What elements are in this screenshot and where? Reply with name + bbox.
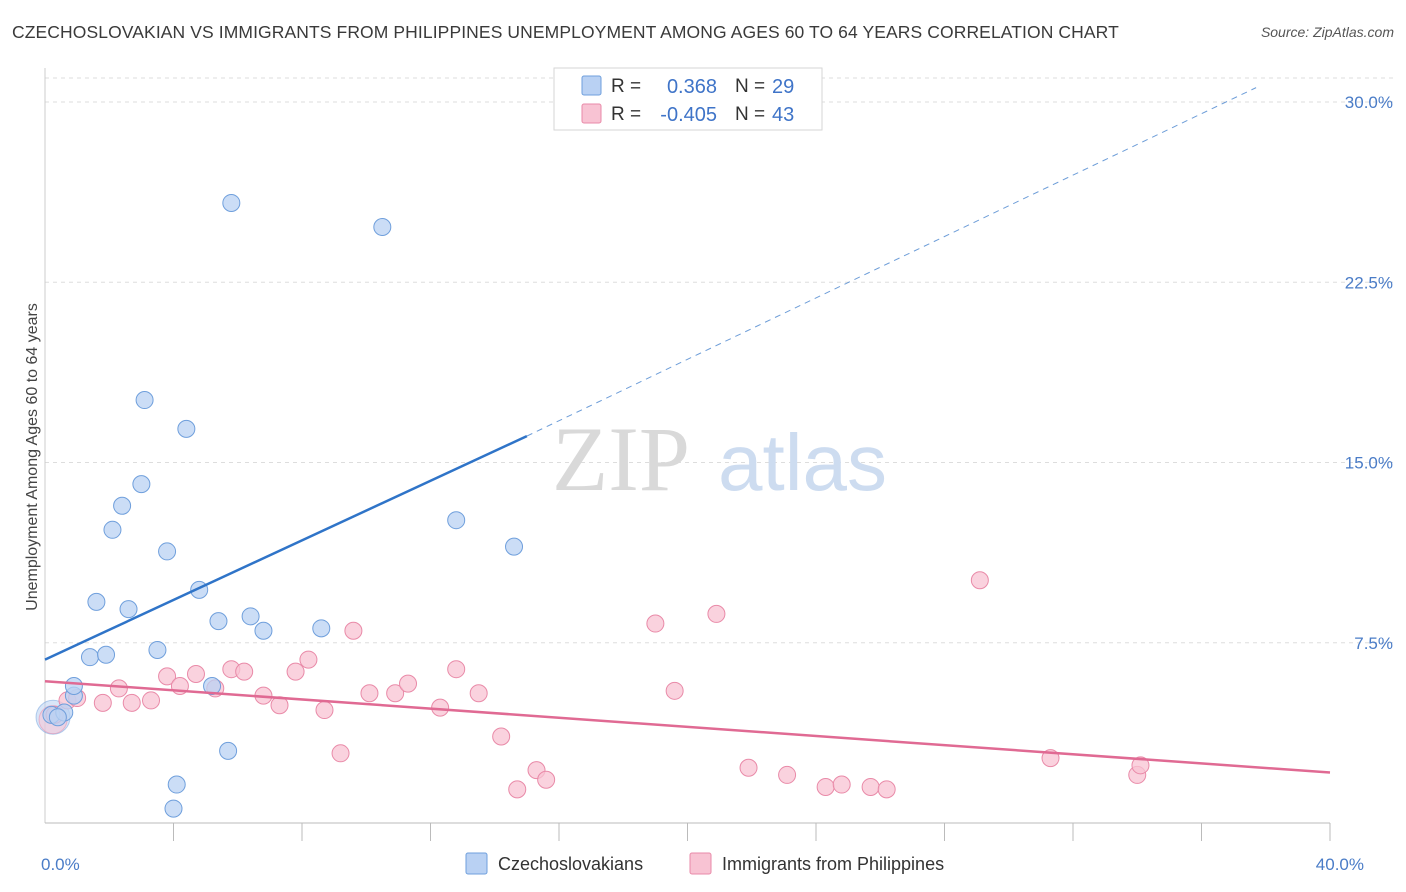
data-points <box>35 193 1150 818</box>
point-philippines <box>646 614 665 633</box>
point-philippines <box>877 780 896 799</box>
point-czechoslovakian <box>222 193 241 212</box>
series-swatch-philippines <box>689 852 712 875</box>
point-czechoslovakian <box>373 218 392 236</box>
legend-r-value-2: -0.405 <box>660 104 717 126</box>
point-philippines <box>739 758 758 777</box>
point-czechoslovakian <box>254 621 273 640</box>
point-philippines <box>315 701 334 720</box>
watermark-atlas: atlas <box>718 418 887 507</box>
point-czechoslovakian <box>312 619 331 638</box>
point-czechoslovakian <box>209 612 228 631</box>
legend-swatch-pink <box>581 103 602 124</box>
point-czechoslovakian <box>167 775 186 794</box>
point-philippines <box>286 662 305 681</box>
series-label-philippines: Immigrants from Philippines <box>722 854 944 874</box>
point-czechoslovakian <box>505 537 524 556</box>
legend-r-value-1: 0.368 <box>667 76 717 98</box>
series-legend: Czechoslovakians Immigrants from Philipp… <box>465 852 944 875</box>
point-czechoslovakian <box>447 511 466 530</box>
point-philippines <box>832 775 851 794</box>
point-czechoslovakian <box>135 391 154 410</box>
legend-n-label-2: N = <box>735 104 765 125</box>
watermark: ZIP atlas <box>552 408 887 510</box>
point-czechoslovakian <box>97 645 116 664</box>
x-tick-label: 0.0% <box>41 855 80 874</box>
legend-n-value-1: 29 <box>772 76 794 98</box>
point-czechoslovakian <box>119 600 138 619</box>
point-philippines <box>360 684 379 703</box>
legend-n-value-2: 43 <box>772 104 794 126</box>
point-philippines <box>142 691 161 710</box>
point-philippines <box>970 571 989 590</box>
point-philippines <box>158 667 177 686</box>
series-label-czechoslovakians: Czechoslovakians <box>498 854 643 874</box>
point-czechoslovakian <box>148 640 167 659</box>
axes <box>44 68 1331 841</box>
y-tick-label: 15.0% <box>1345 454 1393 473</box>
point-czechoslovakian <box>158 542 177 561</box>
trend-lines <box>44 87 1331 774</box>
point-czechoslovakian <box>164 799 183 818</box>
watermark-zip: ZIP <box>552 408 690 510</box>
point-philippines <box>816 777 835 796</box>
point-philippines <box>186 665 205 683</box>
point-philippines <box>508 780 527 799</box>
point-philippines <box>93 693 112 712</box>
point-philippines <box>386 684 405 703</box>
point-philippines <box>537 770 556 789</box>
y-tick-label: 22.5% <box>1345 273 1393 292</box>
legend-swatch-blue <box>581 75 602 96</box>
point-philippines <box>861 777 880 796</box>
y-tick-label: 30.0% <box>1345 93 1393 112</box>
point-czechoslovakian <box>241 607 260 626</box>
trend-line-philippines <box>44 679 1331 774</box>
point-czechoslovakian <box>80 648 99 667</box>
point-philippines <box>707 604 726 623</box>
legend: R = 0.368 N = 29 R = -0.405 N = 43 <box>553 67 823 131</box>
legend-r-label-2: R = <box>611 104 641 125</box>
point-philippines <box>778 765 797 784</box>
point-czechoslovakian <box>87 592 106 611</box>
point-philippines <box>235 662 254 681</box>
point-czechoslovakian <box>203 677 222 696</box>
point-czechoslovakian <box>103 520 122 539</box>
point-philippines <box>469 684 488 703</box>
point-czechoslovakian <box>113 496 132 515</box>
source-credit: Source: ZipAtlas.com <box>1260 24 1394 40</box>
point-czechoslovakian <box>132 475 151 494</box>
chart-title: CZECHOSLOVAKIAN VS IMMIGRANTS FROM PHILI… <box>12 22 1119 42</box>
point-czechoslovakian <box>219 741 238 760</box>
point-philippines <box>344 621 363 640</box>
point-philippines <box>665 681 684 700</box>
y-axis-title: Unemployment Among Ages 60 to 64 years <box>24 303 41 611</box>
series-swatch-czechoslovakians <box>465 852 488 875</box>
point-philippines <box>447 660 466 679</box>
point-czechoslovakian <box>64 677 83 696</box>
trend-extension-czechoslovakians <box>526 87 1257 437</box>
x-tick-label: 40.0% <box>1316 855 1364 874</box>
point-philippines <box>492 727 511 746</box>
point-philippines <box>122 693 141 712</box>
grid-lines <box>45 77 1395 644</box>
point-philippines <box>1131 756 1150 775</box>
point-czechoslovakian <box>48 708 67 727</box>
tick-labels: 7.5% 15.0% 22.5% 30.0% 0.0% 40.0% <box>41 93 1393 874</box>
point-philippines <box>399 674 418 693</box>
point-czechoslovakian <box>177 419 196 438</box>
legend-n-label-1: N = <box>735 76 765 97</box>
y-tick-label: 7.5% <box>1354 634 1393 653</box>
legend-r-label-1: R = <box>611 76 641 97</box>
point-philippines <box>109 679 128 698</box>
point-philippines <box>331 744 350 763</box>
trend-line-czechoslovakians <box>44 434 528 661</box>
point-philippines <box>299 650 318 669</box>
